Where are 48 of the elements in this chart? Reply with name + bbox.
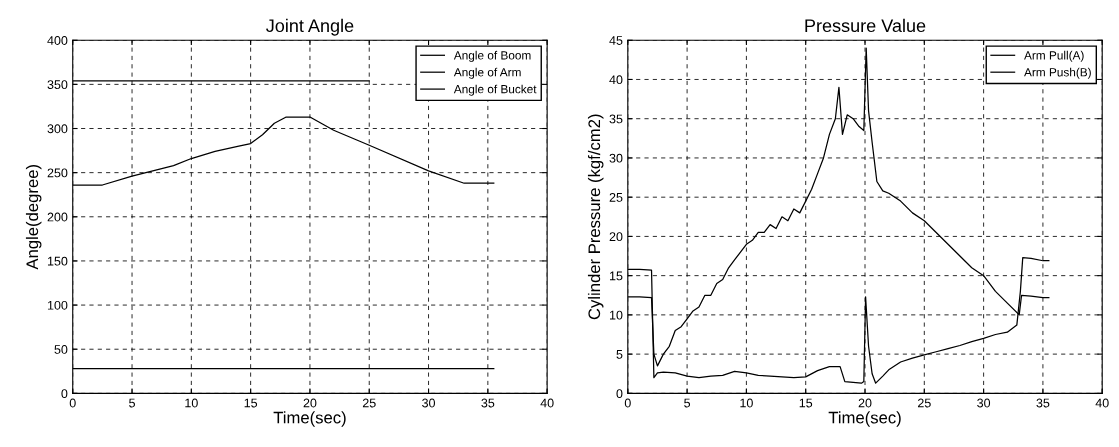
y-tick-label: 5 [616,350,623,359]
x-tick-label: 15 [799,398,813,408]
y-axis-title: Angle(degree) [25,165,42,270]
x-tick-label: 0 [69,398,76,408]
legend-label: Angle of Arm [453,67,521,79]
x-tick-label: 10 [185,398,198,408]
x-tick-label: 35 [481,398,495,408]
y-tick-label: 150 [47,256,68,266]
y-axis-title: Cylinder Pressure (kgf/cm2) [587,114,604,320]
legend-label: Arm Push(B) [1024,67,1091,79]
x-tick-label: 20 [858,398,872,408]
x-tick-label: 30 [422,398,436,408]
y-tick-label: 100 [47,300,68,310]
x-tick-label: 25 [362,398,376,408]
y-tick-label: 200 [47,212,68,222]
y-tick-label: 0 [61,389,68,399]
chart-title: Joint Angle [266,18,354,36]
y-tick-label: 10 [609,310,623,320]
chart-title: Pressure Value [805,18,926,33]
x-tick-label: 15 [244,398,258,408]
y-tick-label: 45 [609,36,623,45]
legend-label: Angle of Bucket [453,84,537,96]
x-tick-label: 40 [1095,398,1109,408]
x-tick-label: 35 [1036,398,1050,408]
y-tick-label: 0 [616,389,623,399]
y-tick-label: 50 [54,345,68,354]
x-tick-label: 5 [684,398,691,408]
x-axis-title: Time(sec) [273,411,346,427]
x-tick-label: 30 [977,398,991,408]
y-tick-label: 350 [47,80,68,90]
legend-label: Angle of Boom [453,50,531,62]
x-tick-label: 25 [917,398,931,408]
y-tick-label: 25 [609,192,623,202]
x-tick-label: 10 [740,398,753,408]
y-tick-label: 20 [609,232,623,242]
y-tick-label: 250 [47,168,68,178]
y-tick-label: 15 [609,271,623,281]
y-tick-label: 40 [609,75,623,85]
y-tick-label: 400 [47,36,68,45]
y-tick-label: 35 [609,114,623,124]
y-tick-label: 30 [609,153,623,163]
legend-label: Arm Pull(A) [1024,50,1084,62]
y-tick-label: 300 [47,124,68,134]
x-tick-label: 0 [624,398,631,408]
x-axis-title: Time(sec) [828,411,901,427]
x-tick-label: 20 [303,398,317,408]
x-tick-label: 5 [129,398,135,408]
x-tick-label: 40 [540,398,554,408]
